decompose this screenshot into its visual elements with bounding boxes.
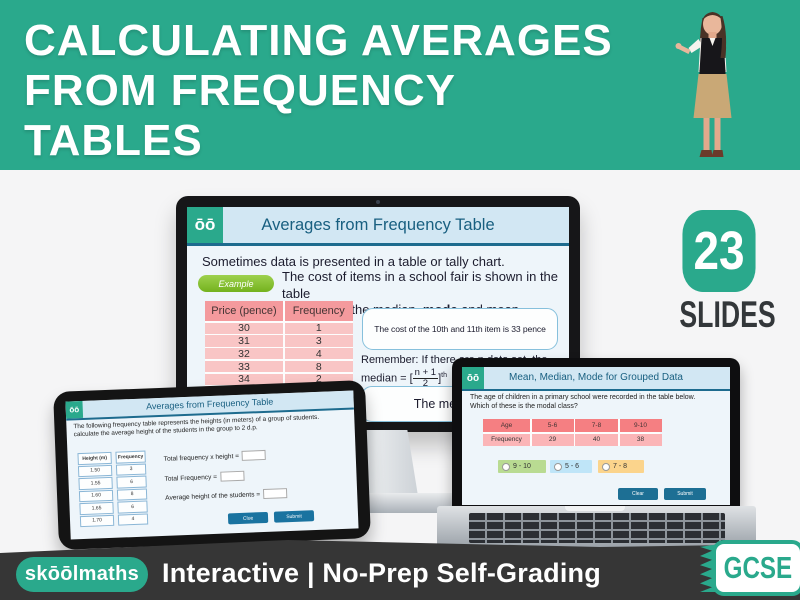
page-title: CALCULATING AVERAGES FROM FREQUENCY TABL… xyxy=(24,16,613,166)
footer-bar: skōōlmaths Interactive | No-Prep Self-Gr… xyxy=(0,540,800,600)
radio-icon[interactable] xyxy=(602,462,610,471)
age-frequency-table: Age 5-6 7-8 9-10 Frequency 29 40 38 xyxy=(483,419,662,446)
laptop-slide-header: ōō Mean, Median, Mode for Grouped Data xyxy=(462,367,730,391)
tablet-slide: ōō Averages from Frequency Table The fol… xyxy=(65,390,359,540)
monitor-slide: ōō Averages from Frequency Table Sometim… xyxy=(187,207,569,422)
skoolmaths-glasses-icon: ōō xyxy=(462,367,484,389)
title-line-1: CALCULATING AVERAGES xyxy=(24,16,613,65)
answer-option[interactable]: 9 - 10 xyxy=(498,460,546,473)
laptop-slide-title: Mean, Median, Mode for Grouped Data xyxy=(509,372,683,383)
total-frequency-input[interactable] xyxy=(219,470,245,482)
total-frequency-field: Total Frequency = xyxy=(164,470,245,484)
presenter-photo xyxy=(675,12,732,157)
laptop: ōō Mean, Median, Mode for Grouped Data T… xyxy=(452,358,740,508)
average-height-input[interactable] xyxy=(262,488,288,500)
footer-tagline: Interactive | No-Prep Self-Grading xyxy=(162,558,601,588)
gcse-badge: GCSE xyxy=(700,540,800,596)
skoolmaths-glasses-icon: ōō xyxy=(187,207,223,243)
laptop-hinge-notch xyxy=(565,506,625,511)
example-pill: Example xyxy=(198,275,274,292)
answer-option[interactable]: 5 - 6 xyxy=(550,460,592,473)
slide-count-number: 23 xyxy=(682,210,756,292)
height-column: Height (m) 1.50 1.55 1.60 1.65 1.70 xyxy=(77,451,115,528)
monitor-slide-title: Averages from Frequency Table xyxy=(261,216,495,234)
clue-button[interactable]: Clue xyxy=(227,511,269,525)
laptop-question-text: The age of children in a primary school … xyxy=(470,394,696,410)
clear-button[interactable]: Clear xyxy=(618,488,658,500)
webcam-icon xyxy=(376,200,380,204)
answer-option[interactable]: 7 - 8 xyxy=(598,460,644,473)
skoolmaths-logo: skōōlmaths xyxy=(16,557,148,592)
frequency-column: Frequency 3 6 8 6 4 xyxy=(115,450,149,526)
slide-count-label: SLIDES xyxy=(679,294,776,335)
monitor-intro-text: Sometimes data is presented in a table o… xyxy=(202,254,505,269)
monitor-slide-header: ōō Averages from Frequency Table xyxy=(187,207,569,246)
laptop-slide: ōō Mean, Median, Mode for Grouped Data T… xyxy=(462,367,730,505)
submit-button[interactable]: Submit xyxy=(664,488,706,500)
laptop-keyboard xyxy=(469,513,725,543)
skoolmaths-glasses-icon: ōō xyxy=(65,400,84,419)
slide-count-badge: 23 SLIDES xyxy=(664,210,776,336)
total-frequency-height-field: Total frequency x height = xyxy=(164,449,267,464)
hero-banner: CALCULATING AVERAGES FROM FREQUENCY TABL… xyxy=(0,0,800,170)
radio-icon[interactable] xyxy=(554,462,562,471)
gcse-badge-card: GCSE xyxy=(712,540,800,596)
title-line-3: TABLES xyxy=(24,116,203,165)
laptop-keyboard-deck xyxy=(437,506,756,548)
average-height-field: Average height of the students = xyxy=(165,488,288,503)
tablet: ōō Averages from Frequency Table The fol… xyxy=(53,380,371,550)
total-frequency-height-input[interactable] xyxy=(241,449,267,461)
title-line-2: FROM FREQUENCY xyxy=(24,66,456,115)
radio-icon[interactable] xyxy=(502,462,510,471)
cost-callout: The cost of the 10th and 11th item is 33… xyxy=(362,308,558,350)
submit-button[interactable]: Submit xyxy=(273,510,315,523)
